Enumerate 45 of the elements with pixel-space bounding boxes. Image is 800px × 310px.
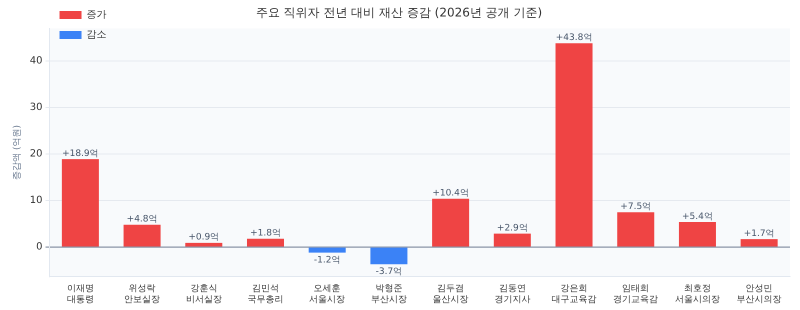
data-label: +18.9억: [62, 148, 99, 159]
bar: [370, 248, 408, 264]
bar: [678, 222, 716, 246]
data-label: +43.8억: [556, 33, 592, 44]
data-label: +2.9억: [496, 223, 528, 234]
y-tick-label: 40: [30, 56, 43, 67]
x-tick-label: 김두겸 울산시장: [432, 284, 469, 305]
x-tick-label: 이재명 대통령: [66, 284, 94, 305]
x-tick-label: 임태희 경기교육감: [613, 284, 658, 305]
bar: [185, 242, 222, 246]
data-label: +1.7억: [744, 229, 775, 240]
bar: [617, 212, 654, 246]
bar: [246, 238, 284, 246]
legend-label: 감소: [86, 30, 107, 41]
x-tick-label: 박형준 부산시장: [370, 284, 407, 305]
bar: [124, 224, 161, 246]
bar: [62, 159, 99, 246]
x-tick-label: 김동연 경기지사: [494, 284, 530, 305]
bar: [308, 248, 346, 253]
y-tick-label: 0: [36, 242, 43, 253]
x-tick-label: 김민석 국무총리: [247, 284, 284, 305]
data-label: +1.8억: [250, 228, 281, 239]
data-label: +0.9억: [188, 232, 220, 243]
y-tick-label: 20: [30, 148, 43, 160]
data-label: +10.4억: [432, 188, 469, 199]
y-tick-label: 10: [30, 195, 43, 206]
x-tick-label: 위성락 안보실장: [124, 284, 160, 305]
data-label: +5.4억: [682, 212, 713, 222]
bar: [740, 239, 778, 246]
y-axis-title: 증감액 (억원): [12, 124, 23, 180]
y-tick-label: 30: [30, 102, 43, 114]
x-tick-label: 강훈식 비서실장: [186, 284, 222, 305]
data-label: -3.7억: [376, 267, 402, 278]
x-tick-label: 강은희 대구교육감: [552, 284, 597, 305]
legend-label: 증가: [86, 10, 107, 21]
bar: [432, 198, 470, 246]
data-label: +4.8억: [126, 214, 158, 225]
x-tick-label: 오세훈 서울시장: [309, 284, 346, 305]
chart-title: 주요 직위자 전년 대비 재산 증감 (2026년 공개 기준): [256, 5, 542, 20]
bar: [494, 234, 531, 246]
x-tick-label: 최호정 서울시의장: [674, 284, 720, 305]
bar: [556, 43, 593, 246]
data-label: +7.5억: [620, 202, 652, 212]
x-tick-label: 안성민 부산시의장: [736, 284, 782, 305]
data-label: -1.2억: [314, 256, 340, 266]
